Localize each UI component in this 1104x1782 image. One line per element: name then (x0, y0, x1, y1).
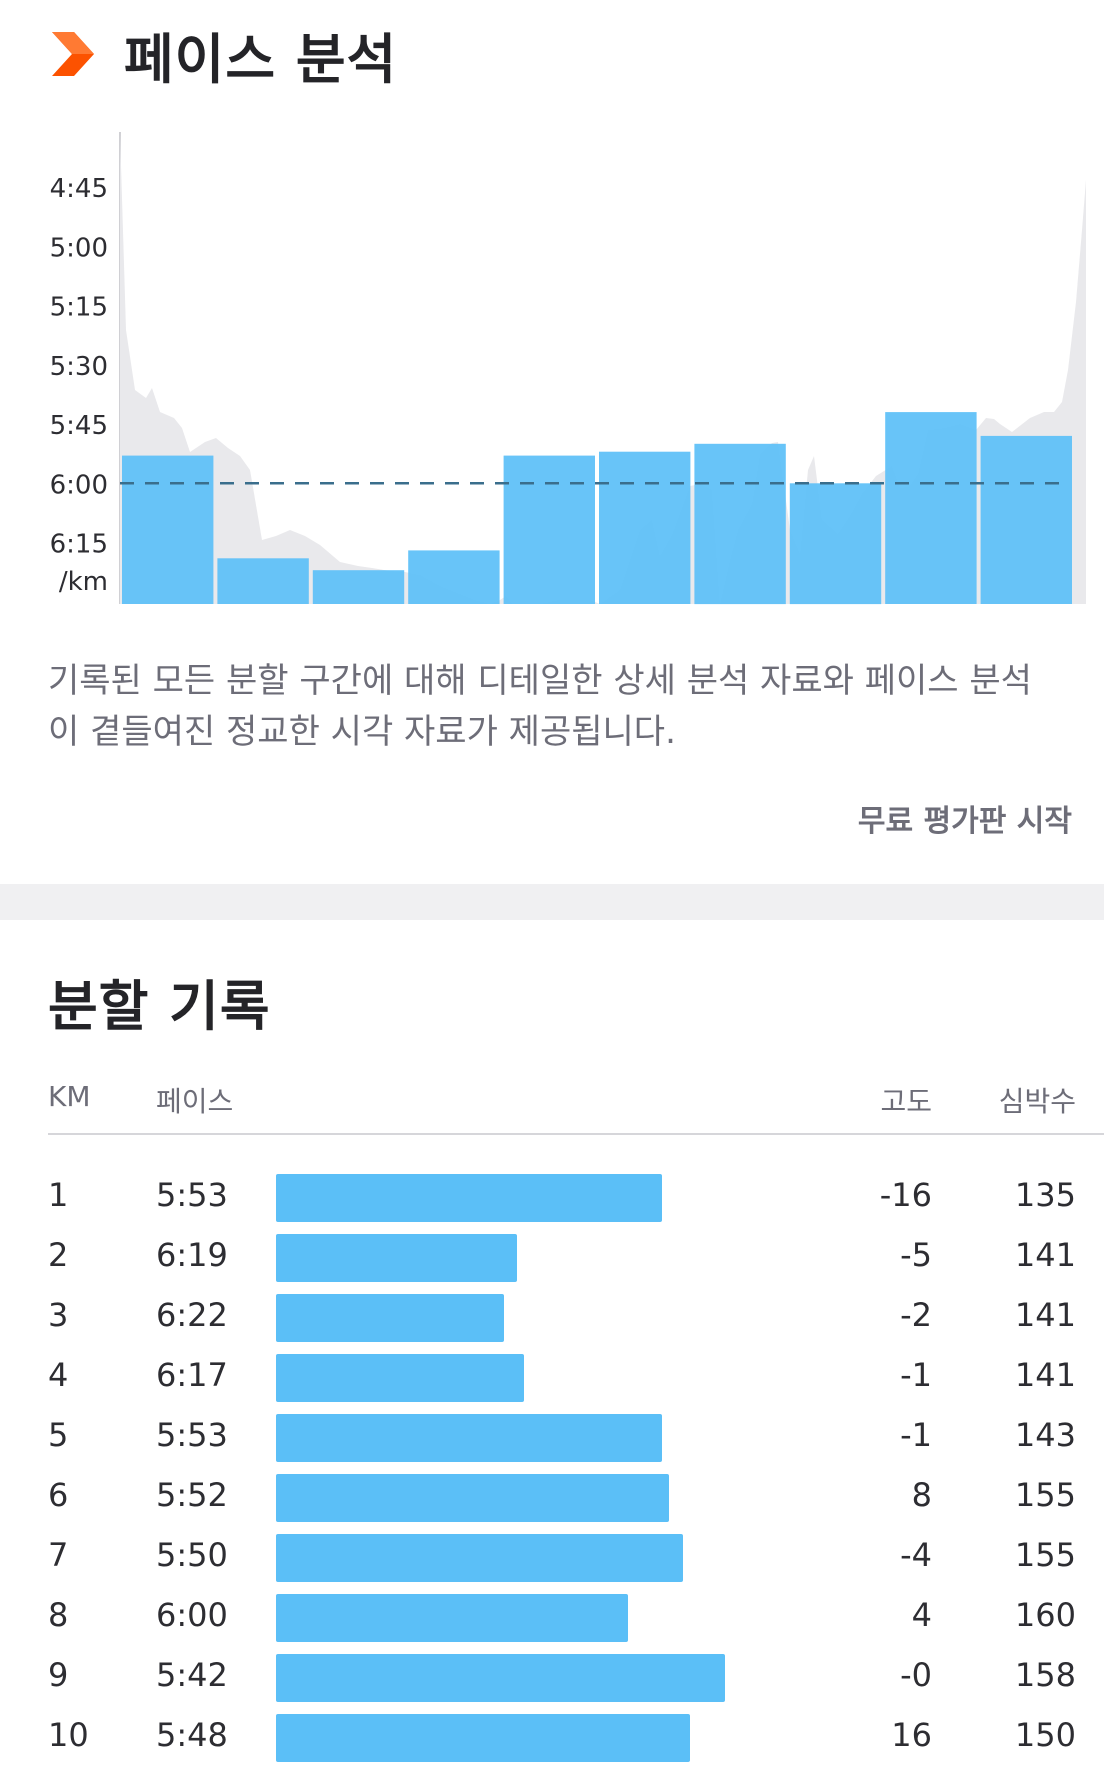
split-pace: 6:00 (156, 1596, 228, 1634)
table-row: 9 5:42 -0 158 (0, 1648, 1104, 1708)
pace-analysis-description: 기록된 모든 분할 구간에 대해 디테일한 상세 분석 자료와 페이스 분석이 … (48, 661, 1032, 752)
y-axis-unit-label: /km (59, 567, 108, 597)
split-km: 7 (48, 1536, 69, 1574)
table-row: 5 5:53 -1 143 (0, 1408, 1104, 1468)
split-pace: 5:50 (156, 1536, 228, 1574)
split-heart-rate: 141 (1014, 1356, 1076, 1394)
y-tick-label: 5:45 (50, 411, 108, 441)
split-elevation: 8 (911, 1476, 932, 1514)
split-pace: 5:42 (156, 1656, 228, 1694)
split-elevation: -0 (900, 1656, 932, 1694)
split-pace-bar (276, 1414, 662, 1462)
table-row: 2 6:19 -5 141 (0, 1228, 1104, 1288)
pace-bar (217, 558, 309, 604)
y-tick-label: 6:15 (50, 530, 108, 560)
pace-bar (885, 412, 977, 604)
split-pace: 5:53 (156, 1416, 228, 1454)
table-row: 1 5:53 -16 135 (0, 1168, 1104, 1228)
split-heart-rate: 155 (1014, 1536, 1076, 1574)
split-km: 2 (48, 1236, 69, 1274)
split-pace-bar (276, 1594, 628, 1642)
split-pace-bar (276, 1354, 524, 1402)
pace-bar (694, 443, 786, 605)
split-pace-bar (276, 1174, 662, 1222)
split-elevation: 16 (891, 1716, 932, 1754)
split-heart-rate: 143 (1014, 1416, 1076, 1454)
pace-bar (503, 455, 595, 604)
start-free-trial-button[interactable]: 무료 평가판 시작 (857, 804, 1072, 839)
pace-bar (980, 435, 1072, 604)
header-heart-rate: 심박수 (998, 1085, 1076, 1118)
section-divider (0, 884, 1104, 920)
y-tick-label: 5:15 (50, 293, 108, 323)
splits-title: 분할 기록 (48, 975, 271, 1038)
split-km: 5 (48, 1416, 69, 1454)
split-heart-rate: 135 (1014, 1176, 1076, 1214)
table-row: 8 6:00 4 160 (0, 1588, 1104, 1648)
split-elevation: -5 (900, 1236, 932, 1274)
split-elevation: -2 (900, 1296, 932, 1334)
pace-bar (312, 570, 405, 604)
split-pace-bar (276, 1234, 517, 1282)
pace-bar (789, 483, 882, 605)
split-pace-bar (276, 1534, 683, 1582)
split-km: 6 (48, 1476, 69, 1514)
y-tick-label: 4:45 (50, 174, 108, 204)
split-pace-bar (276, 1474, 669, 1522)
split-pace: 5:48 (156, 1716, 228, 1754)
split-km: 8 (48, 1596, 69, 1634)
split-heart-rate: 158 (1014, 1656, 1076, 1694)
split-pace: 6:17 (156, 1356, 228, 1394)
pace-bar (599, 451, 691, 604)
header-km: KM (48, 1080, 91, 1113)
splits-table-header: KM 페이스 고도 심박수 (0, 1072, 1104, 1134)
split-elevation: -4 (900, 1536, 932, 1574)
split-elevation: -1 (900, 1416, 932, 1454)
split-pace-bar (276, 1654, 725, 1702)
pace-analysis-card: 페이스 분석 4:45 5:00 5:15 5:30 5:45 6:00 6:15/km 기… (0, 0, 1104, 884)
table-row: 4 6:17 -1 141 (0, 1348, 1104, 1408)
split-heart-rate: 141 (1014, 1236, 1076, 1274)
table-row: 3 6:22 -2 141 (0, 1288, 1104, 1348)
y-tick-label: 5:30 (50, 352, 108, 382)
pace-analysis-header: 페이스 분석 (52, 14, 397, 94)
split-pace: 6:19 (156, 1236, 228, 1274)
split-pace-bar (276, 1714, 690, 1762)
pace-analysis-title: 페이스 분석 (124, 27, 398, 91)
header-divider (48, 1133, 1104, 1135)
split-heart-rate: 160 (1014, 1596, 1076, 1634)
split-heart-rate: 141 (1014, 1296, 1076, 1334)
table-row: 6 5:52 8 155 (0, 1468, 1104, 1528)
table-row: 7 5:50 -4 155 (0, 1528, 1104, 1588)
header-elevation: 고도 (880, 1085, 932, 1118)
split-km: 10 (48, 1716, 89, 1754)
splits-table: 1 5:53 -16 135 2 6:19 -5 141 3 6:22 -2 1… (0, 1168, 1104, 1768)
split-heart-rate: 155 (1014, 1476, 1076, 1514)
orange-chevron-icon (52, 32, 94, 76)
split-pace: 5:53 (156, 1176, 228, 1214)
split-elevation: 4 (911, 1596, 932, 1634)
split-km: 1 (48, 1176, 69, 1214)
split-heart-rate: 150 (1014, 1716, 1076, 1754)
split-pace: 6:22 (156, 1296, 228, 1334)
pace-bar (122, 455, 214, 604)
table-row: 10 5:48 16 150 (0, 1708, 1104, 1768)
pace-chart: 4:45 5:00 5:15 5:30 5:45 6:00 6:15/km (50, 132, 1086, 605)
split-elevation: -1 (900, 1356, 932, 1394)
y-tick-label: 5:00 (50, 233, 108, 263)
y-tick-label: 6:00 (50, 470, 108, 500)
split-elevation: -16 (879, 1176, 932, 1214)
split-km: 4 (48, 1356, 69, 1394)
header-pace: 페이스 (156, 1085, 234, 1118)
split-km: 3 (48, 1296, 69, 1334)
split-km: 9 (48, 1656, 69, 1694)
split-pace: 5:52 (156, 1476, 228, 1514)
split-pace-bar (276, 1294, 504, 1342)
pace-bar (408, 550, 500, 604)
